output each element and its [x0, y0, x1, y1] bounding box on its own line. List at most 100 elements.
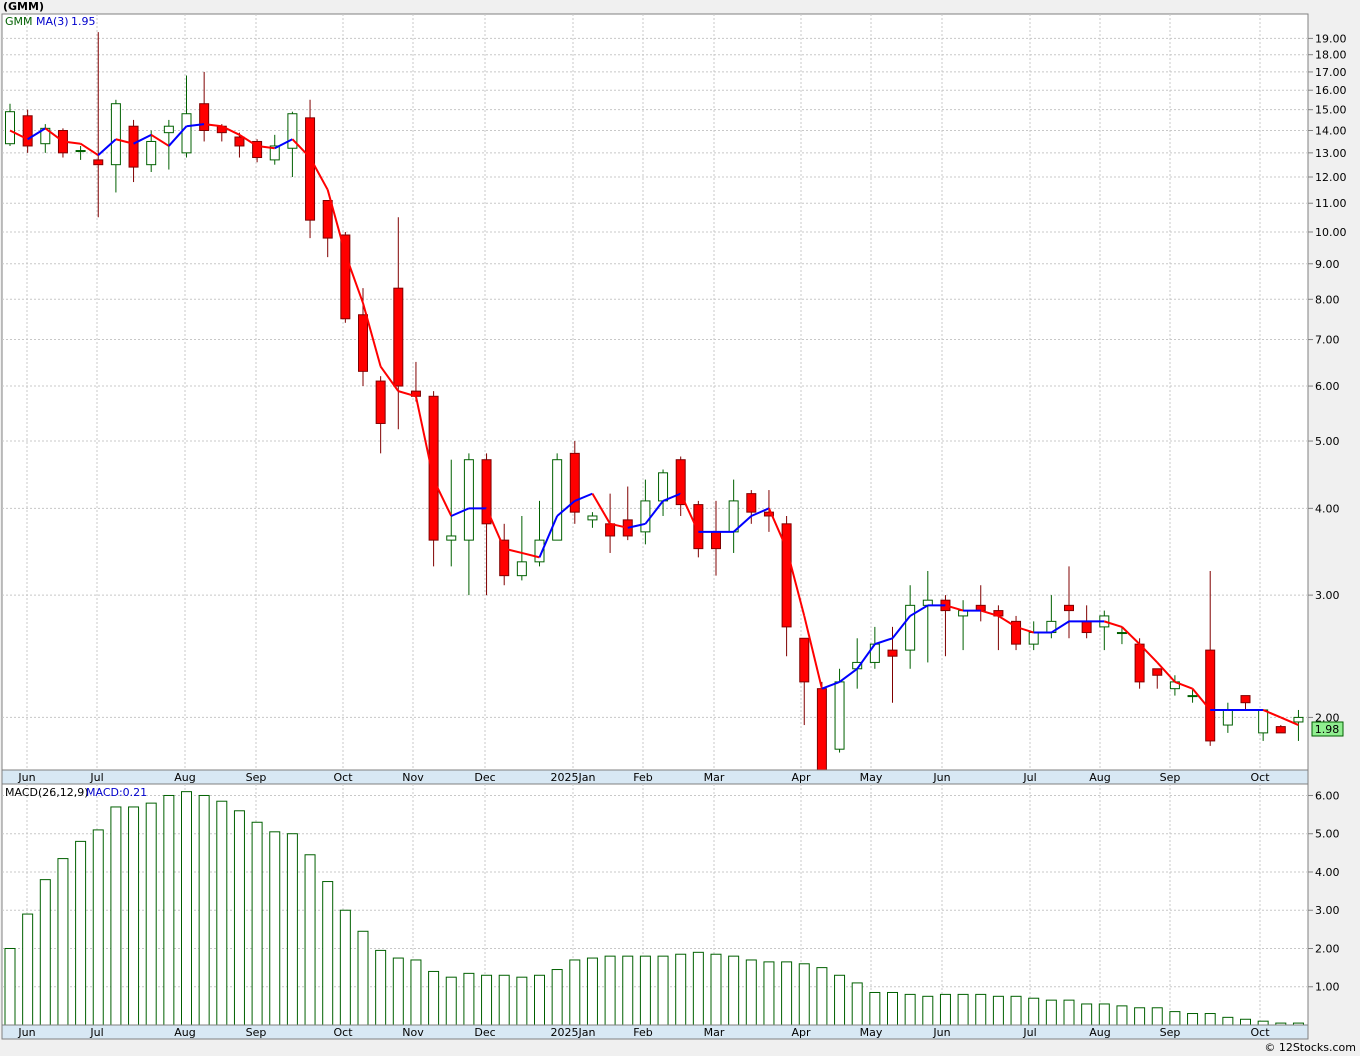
macd-bar — [286, 833, 298, 1026]
candle-body — [252, 140, 263, 159]
macd-bar — [375, 949, 387, 1026]
macd-bar — [922, 995, 934, 1026]
macd-bar — [1010, 995, 1022, 1026]
ma-segment — [1050, 620, 1070, 634]
macd-y-tick-label: 5.00 — [1315, 828, 1340, 841]
ma-segment — [1138, 643, 1158, 664]
candle — [57, 128, 68, 158]
macd-bar — [251, 821, 263, 1026]
macd-bar — [534, 974, 545, 1026]
price-y-tick-label: 17.00 — [1315, 66, 1347, 79]
macd-bar — [339, 909, 351, 1026]
candle-body — [322, 200, 333, 239]
macd-bar — [622, 955, 634, 1026]
last-price-label: 1.98 — [1315, 723, 1340, 736]
candle — [375, 376, 386, 454]
macd-bar — [1151, 1007, 1163, 1026]
candle — [622, 486, 633, 541]
candle-body — [234, 136, 245, 147]
candle — [75, 145, 86, 160]
candle-body — [905, 604, 916, 651]
macd-bar — [428, 970, 440, 1026]
macd-y-tick-label: 6.00 — [1315, 789, 1340, 802]
candle-body — [781, 523, 792, 628]
price-y-tick-label: 7.00 — [1315, 334, 1340, 347]
ma-segment — [9, 129, 29, 141]
candle-body — [75, 150, 86, 153]
candle-body — [499, 539, 510, 577]
ma-segment — [503, 547, 523, 554]
price-y-tick-label: 12.00 — [1315, 171, 1347, 184]
macd-bar — [569, 959, 581, 1026]
candle-body — [605, 523, 616, 537]
ma-segment — [326, 189, 347, 255]
ma-segment — [97, 138, 117, 156]
candle-body — [1222, 709, 1233, 726]
ma-segment — [1104, 620, 1123, 628]
candle — [199, 71, 210, 142]
macd-bar — [586, 957, 598, 1026]
credit-text: © 12Stocks.com — [1264, 1041, 1356, 1054]
candle-body — [1028, 632, 1039, 645]
macd-bar — [1028, 997, 1040, 1026]
macd-x-tick-label: Jul — [1022, 1026, 1036, 1039]
price-x-tick-label: Dec — [474, 771, 495, 784]
candle-body — [1187, 695, 1198, 698]
price-x-tick-label: Feb — [633, 771, 652, 784]
macd-x-tick-label: Oct — [333, 1026, 353, 1039]
candle — [552, 453, 563, 541]
macd-bar — [304, 854, 316, 1026]
price-x-tick-label: Sep — [246, 771, 267, 784]
ma-segment — [150, 133, 170, 147]
candle-body — [199, 103, 210, 131]
macd-bar — [604, 955, 616, 1026]
candle-body — [640, 500, 651, 533]
macd-bar — [745, 959, 757, 1026]
candle-body — [110, 103, 121, 166]
ma-segment — [1174, 680, 1193, 690]
macd-x-tick-label: Oct — [1250, 1026, 1270, 1039]
macd-bar — [498, 974, 510, 1026]
legend-ma: MA(3) — [36, 15, 69, 28]
price-y-tick-label: 3.00 — [1315, 589, 1340, 602]
macd-bar — [816, 967, 828, 1026]
candle-body — [146, 140, 157, 166]
candle — [1275, 725, 1286, 734]
price-y-axis: 2.00 3.00 4.00 5.00 6.00 7.00 8.00 9.00 10.00 11.… — [1308, 32, 1347, 724]
candle — [569, 441, 580, 524]
candle-body — [5, 111, 15, 145]
candle — [499, 523, 510, 586]
macd-bar — [1098, 1003, 1110, 1026]
candle-body — [1081, 620, 1092, 634]
ma-segment — [344, 253, 364, 304]
macd-x-tick-label: Aug — [1089, 1026, 1110, 1039]
price-x-tick-label: Sep — [1160, 771, 1181, 784]
ma-segment — [379, 366, 400, 392]
ma-segment — [256, 144, 275, 150]
ma-segment — [627, 522, 646, 529]
ma-segment — [1015, 625, 1035, 634]
candle — [252, 139, 263, 163]
candle-body — [834, 681, 845, 750]
candle-body — [269, 145, 280, 161]
candle-body — [887, 649, 898, 657]
macd-bar — [163, 794, 175, 1026]
candle-body — [340, 234, 351, 320]
macd-x-axis-band — [1, 1024, 1309, 1040]
candle-body — [728, 500, 739, 533]
macd-x-tick-label: Jun — [17, 1026, 35, 1039]
macd-bar — [869, 991, 881, 1026]
candle-body — [552, 459, 563, 541]
ma-segment — [186, 123, 205, 128]
ma-segment — [450, 507, 470, 517]
ma-line — [9, 123, 1299, 726]
price-y-tick-label: 19.00 — [1315, 32, 1347, 45]
price-x-tick-label: 2025Jan — [551, 771, 596, 784]
price-x-tick-label: Jun — [17, 771, 35, 784]
ma-segment — [398, 390, 417, 398]
ma-segment — [945, 604, 964, 612]
candle-body — [799, 637, 810, 683]
candle-body — [1205, 649, 1216, 742]
candle-body — [375, 380, 386, 424]
ticker-title: (GMM) — [3, 0, 44, 13]
